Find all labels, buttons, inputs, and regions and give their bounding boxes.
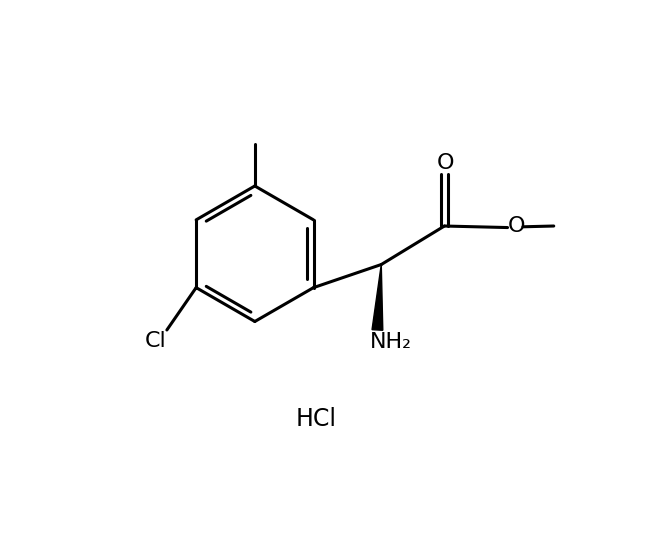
Text: NH₂: NH₂ — [371, 332, 412, 352]
Text: O: O — [436, 153, 454, 173]
Text: HCl: HCl — [296, 407, 337, 431]
Polygon shape — [372, 265, 383, 330]
Text: O: O — [508, 216, 525, 236]
Text: Cl: Cl — [145, 331, 167, 351]
